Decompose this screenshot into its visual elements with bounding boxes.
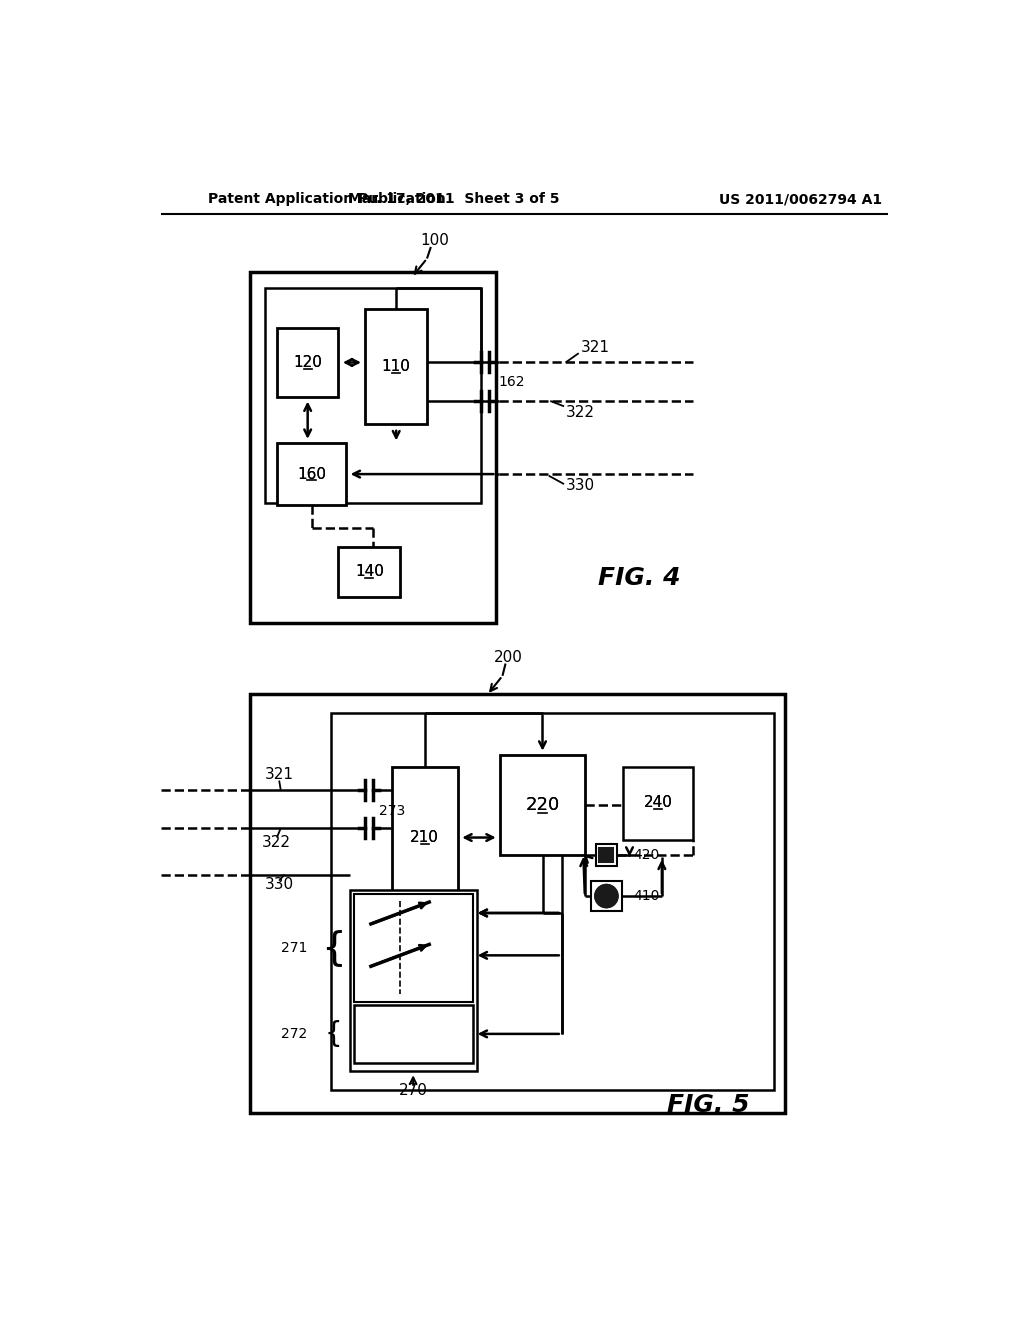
Text: 120: 120 [293, 355, 323, 370]
Text: 240: 240 [643, 796, 673, 810]
Text: 160: 160 [297, 466, 326, 482]
Text: Patent Application Publication: Patent Application Publication [208, 193, 445, 206]
Text: FIG. 5: FIG. 5 [667, 1093, 750, 1118]
Text: 220: 220 [525, 796, 560, 814]
Text: 410: 410 [634, 890, 659, 903]
Bar [331, 713, 773, 1090]
Text: 220: 220 [525, 796, 560, 814]
Bar [350, 890, 477, 1071]
Text: 140: 140 [355, 565, 384, 579]
Text: {: { [325, 1020, 342, 1048]
Text: 160: 160 [297, 466, 326, 482]
Text: 271: 271 [282, 941, 307, 954]
Bar [591, 880, 622, 911]
Text: 210: 210 [411, 830, 439, 845]
Text: 162: 162 [499, 375, 525, 388]
Text: 100: 100 [420, 234, 450, 248]
Bar [596, 845, 617, 866]
Bar [392, 767, 458, 909]
Text: 240: 240 [643, 796, 673, 810]
Text: US 2011/0062794 A1: US 2011/0062794 A1 [719, 193, 882, 206]
Text: 200: 200 [494, 649, 522, 665]
Bar [265, 288, 481, 503]
Bar [599, 849, 613, 862]
Bar [366, 309, 427, 424]
Bar [276, 327, 339, 397]
Text: Mar. 17, 2011  Sheet 3 of 5: Mar. 17, 2011 Sheet 3 of 5 [348, 193, 560, 206]
Text: 210: 210 [411, 830, 439, 845]
Text: 140: 140 [355, 565, 384, 579]
Bar [250, 693, 785, 1113]
Text: 273: 273 [379, 804, 406, 817]
Text: 330: 330 [265, 876, 295, 892]
Bar [250, 272, 497, 623]
Text: {: { [321, 929, 345, 966]
Text: 321: 321 [265, 767, 294, 781]
Bar [354, 1006, 473, 1063]
Text: 272: 272 [282, 1027, 307, 1041]
Circle shape [595, 884, 617, 908]
Text: 322: 322 [261, 834, 291, 850]
Text: 330: 330 [565, 478, 595, 494]
Bar [500, 755, 585, 855]
Text: 110: 110 [382, 359, 411, 374]
Bar [624, 767, 692, 840]
Text: FIG. 4: FIG. 4 [598, 566, 680, 590]
Text: 120: 120 [293, 355, 323, 370]
Text: 322: 322 [565, 405, 595, 420]
Text: 420: 420 [634, 849, 659, 862]
Bar [354, 894, 473, 1002]
Text: 321: 321 [581, 339, 610, 355]
Circle shape [595, 884, 617, 908]
Bar [339, 548, 400, 597]
Text: 110: 110 [382, 359, 411, 374]
Text: 270: 270 [398, 1082, 428, 1098]
Bar [276, 444, 346, 506]
